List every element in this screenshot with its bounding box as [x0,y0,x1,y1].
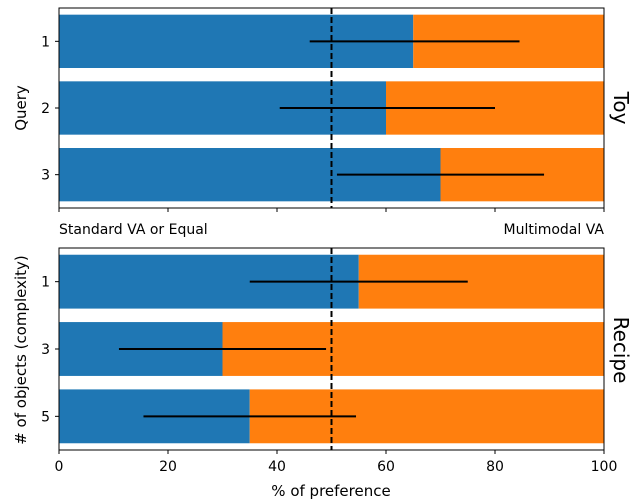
x-right-end-label: Multimodal VA [504,222,605,238]
toy-y-tick-label-3: 3 [41,168,50,184]
recipe-y-tick-label-1: 1 [41,275,50,291]
toy-y-axis-label: Query [12,85,30,131]
recipe-y-axis-label: # of objects (complexity) [12,255,30,445]
toy-y-ticks: 1 2 3 [41,34,59,184]
toy-x-ticks [58,208,605,212]
toy-y-tick-label-1: 1 [41,34,50,50]
recipe-y-tick-label-5: 5 [41,409,50,425]
recipe-x-ticks: 0 20 40 60 80 100 [55,450,618,475]
toy-panel: 1 2 3 Query Toy Standard VA or Equal Multi… [12,7,633,238]
recipe-y-tick-label-3: 3 [41,342,50,358]
recipe-x-tick-label-60: 60 [377,459,395,475]
recipe-x-tick-label-80: 80 [486,459,504,475]
toy-error-bars [279,8,545,208]
x-left-end-label: Standard VA or Equal [59,222,208,238]
recipe-panel: 1 3 5 0 20 40 60 80 100 # of objects (complexit… [12,247,633,500]
x-axis-label: % of preference [271,482,390,500]
toy-facet-label: Toy [609,91,633,125]
recipe-x-tick-label-100: 100 [591,459,618,475]
recipe-x-tick-label-0: 0 [55,459,64,475]
recipe-facet-label: Recipe [609,317,633,384]
recipe-x-tick-label-40: 40 [268,459,286,475]
recipe-error-bars [118,248,468,450]
toy-y-tick-label-2: 2 [41,101,50,117]
toy-bars [59,14,604,202]
recipe-x-tick-label-20: 20 [159,459,177,475]
recipe-y-ticks: 1 3 5 [41,275,59,425]
